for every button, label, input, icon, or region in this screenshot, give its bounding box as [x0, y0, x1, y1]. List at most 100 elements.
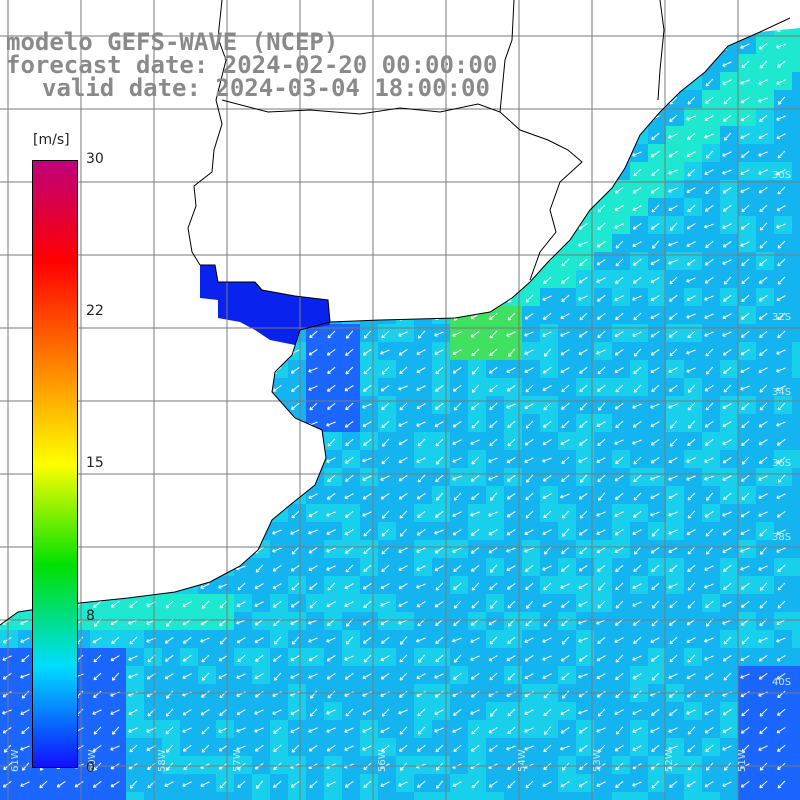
wind-arrow	[363, 366, 372, 375]
wind-arrow	[326, 565, 336, 571]
wind-arrow	[219, 690, 228, 699]
wind-arrow	[650, 457, 660, 464]
wind-arrow	[381, 132, 390, 141]
wind-arrow	[2, 367, 12, 374]
wind-arrow	[182, 564, 192, 572]
wind-arrow	[704, 727, 714, 734]
wind-arrow	[326, 727, 336, 733]
wind-arrow	[525, 600, 534, 609]
wind-arrow	[776, 510, 786, 518]
wind-arrow	[632, 781, 642, 787]
wind-arrow	[632, 583, 642, 590]
wind-arrow	[164, 781, 174, 787]
wind-arrow	[164, 277, 174, 284]
wind-arrow	[20, 403, 30, 410]
wind-arrow	[308, 259, 318, 266]
wind-arrow	[669, 276, 678, 285]
wind-arrow	[20, 493, 30, 500]
wind-arrow	[381, 546, 390, 555]
wind-arrow	[741, 258, 750, 267]
wind-arrow	[615, 240, 624, 249]
wind-arrow	[579, 366, 588, 374]
wind-arrow	[596, 655, 606, 662]
wind-arrow	[363, 528, 372, 537]
wind-arrow	[164, 331, 174, 338]
wind-arrow	[200, 439, 210, 446]
wind-arrow	[578, 457, 588, 463]
wind-arrow	[614, 331, 624, 338]
wind-arrow	[2, 312, 12, 320]
wind-arrow	[615, 276, 624, 284]
wind-arrow	[183, 8, 191, 13]
wind-arrow	[542, 331, 552, 337]
wind-arrow	[489, 312, 498, 320]
wind-arrow	[596, 421, 606, 427]
wind-arrow	[3, 222, 12, 231]
wind-arrow	[650, 547, 660, 554]
wind-arrow	[597, 402, 606, 411]
wind-arrow	[434, 727, 444, 733]
wind-arrow	[651, 168, 660, 177]
wind-arrow	[218, 529, 228, 535]
wind-arrow	[724, 7, 731, 14]
wind-arrow	[327, 258, 336, 267]
wind-arrow	[489, 7, 497, 13]
wind-arrow	[740, 28, 750, 31]
wind-arrow	[632, 673, 642, 680]
wind-arrow	[362, 384, 372, 392]
wind-arrow	[597, 132, 606, 141]
wind-arrow	[219, 150, 228, 158]
wind-arrow	[308, 637, 318, 643]
wind-arrow	[488, 295, 498, 302]
wind-arrow	[182, 385, 192, 392]
wind-arrow	[201, 240, 210, 248]
wind-arrow	[597, 78, 606, 87]
wind-arrow	[40, 7, 47, 14]
wind-arrow	[21, 132, 30, 141]
wind-arrow	[129, 510, 138, 519]
wind-arrow	[578, 438, 588, 446]
wind-arrow	[362, 727, 372, 733]
wind-arrow	[236, 745, 246, 751]
wind-arrow	[686, 258, 696, 266]
wind-arrow	[273, 402, 282, 411]
wind-arrow	[578, 654, 588, 662]
wind-arrow	[165, 240, 174, 249]
wind-arrow	[237, 654, 246, 663]
wind-arrow	[21, 762, 30, 771]
wind-arrow	[435, 474, 444, 483]
wind-arrow	[110, 600, 120, 608]
wind-arrow	[633, 564, 642, 573]
wind-arrow	[290, 727, 300, 733]
wind-arrow	[236, 637, 246, 644]
wind-arrow	[434, 349, 444, 355]
wind-arrow	[704, 169, 714, 175]
wind-arrow	[758, 367, 768, 374]
wind-arrow	[236, 331, 246, 338]
wind-arrow	[488, 150, 498, 158]
wind-arrow	[470, 637, 480, 643]
wind-arrow	[417, 28, 426, 33]
wind-arrow	[110, 781, 120, 788]
wind-arrow	[165, 204, 174, 213]
wind-arrow	[452, 727, 462, 733]
wind-arrow	[669, 708, 678, 716]
wind-arrow	[652, 7, 659, 14]
wind-arrow	[471, 528, 480, 536]
wind-arrow	[740, 780, 750, 788]
wind-arrow	[488, 366, 498, 374]
wind-arrow	[345, 438, 354, 447]
wind-arrow	[596, 529, 606, 535]
wind-arrow	[507, 726, 516, 735]
wind-arrow	[561, 546, 570, 555]
wind-arrow	[417, 708, 426, 717]
wind-arrow	[650, 60, 660, 68]
wind-arrow	[507, 150, 516, 159]
wind-arrow	[272, 654, 282, 662]
wind-arrow	[308, 223, 318, 229]
wind-arrow	[237, 204, 246, 213]
wind-arrow	[111, 564, 120, 573]
wind-arrow	[183, 510, 192, 519]
wind-arrow	[200, 475, 210, 481]
wind-arrow	[507, 438, 516, 447]
